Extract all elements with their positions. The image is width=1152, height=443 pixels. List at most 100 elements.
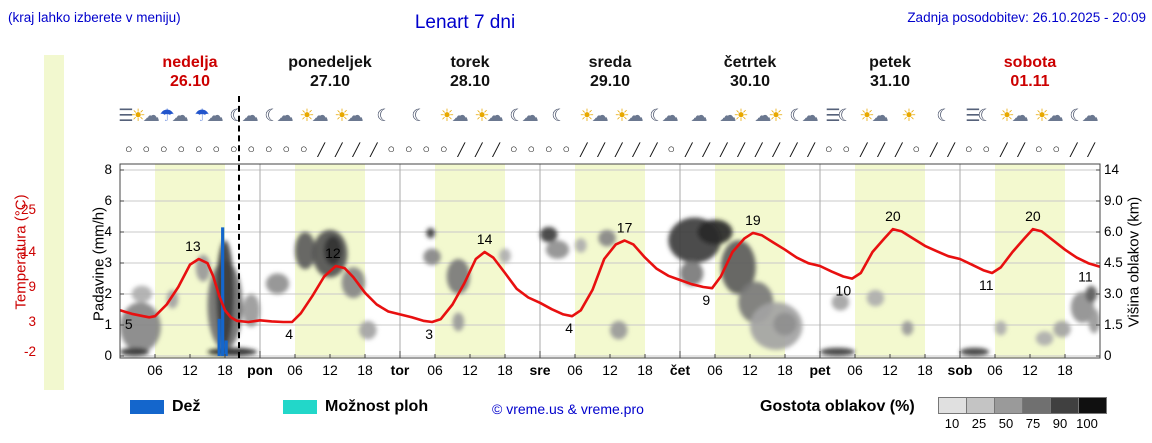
daylight-band	[435, 164, 505, 358]
wind-symbol: ╱	[754, 143, 763, 157]
weather-glyph: ☾	[509, 106, 524, 125]
wind-symbol: ╱	[1069, 143, 1078, 157]
wind-symbol: ○	[667, 142, 676, 156]
time-tick-label: 12	[742, 362, 758, 378]
copyright-link[interactable]: © vreme.us & vreme.pro	[492, 401, 644, 417]
wind-symbol: ╱	[632, 143, 641, 157]
density-swatch	[1079, 397, 1107, 414]
density-swatch	[1051, 397, 1079, 414]
time-tick-label: sre	[529, 362, 551, 378]
day-date: 31.10	[869, 73, 911, 90]
density-value: 90	[1052, 416, 1068, 431]
time-tick-label: 12	[182, 362, 198, 378]
weather-icon: ☰☾	[825, 106, 853, 126]
temperature-value-label: 11	[1078, 269, 1093, 285]
weather-icon: ☾☁	[789, 106, 819, 126]
density-swatch	[995, 397, 1023, 414]
cloud-layers	[120, 217, 1100, 356]
time-tick-label: 12	[602, 362, 618, 378]
wind-symbol: ╱	[1087, 143, 1096, 157]
day-header: petek 31.10	[820, 53, 960, 91]
day-header-row: nedelja 26.10 ponedeljek 27.10 torek 28.10 sre…	[120, 53, 1100, 91]
weather-glyph: ☀	[474, 106, 489, 125]
wind-symbol: ╱	[369, 143, 378, 157]
time-tick-label: 18	[357, 362, 373, 378]
wind-symbol: ○	[404, 142, 413, 156]
wind-symbol: ○	[1052, 142, 1061, 156]
time-tick-label: 06	[847, 362, 863, 378]
wind-symbol: ○	[194, 142, 203, 156]
wind-symbol: ○	[509, 142, 518, 156]
daylight-band	[575, 164, 645, 358]
temperature-value-label: 4	[565, 320, 573, 336]
axis-tick-label: 14	[20, 244, 36, 259]
weather-glyph: ☁	[171, 106, 189, 125]
axis-tick-label: 1.5	[1104, 317, 1123, 332]
wind-symbol: ╱	[352, 143, 361, 157]
temperature-value-label: 13	[185, 238, 201, 254]
weather-glyph: ☾	[936, 106, 951, 125]
wind-symbol: ○	[229, 142, 238, 156]
weather-glyph: ☾	[229, 106, 244, 125]
time-tick-label: sob	[947, 362, 973, 378]
temperature-value-label: 19	[745, 212, 761, 228]
temperature-value-label: 9	[702, 292, 710, 308]
weather-glyph: ☾	[376, 106, 391, 125]
time-tick-label: 18	[777, 362, 793, 378]
wind-symbol: ○	[299, 142, 308, 156]
density-swatch	[938, 397, 967, 414]
wind-symbol: ╱	[474, 143, 483, 157]
wind-symbol: ○	[982, 142, 991, 156]
cloud-density-label: Gostota oblakov (%)	[760, 398, 915, 415]
last-updated: Zadnja posodobitev: 26.10.2025 - 20:09	[907, 10, 1146, 25]
wind-symbol: ╱	[614, 143, 623, 157]
menu-hint: (kraj lahko izberete v meniju)	[8, 10, 181, 25]
axis-tick-label: 8	[104, 162, 112, 177]
day-header: sreda 29.10	[540, 53, 680, 91]
wind-symbol: ╱	[877, 143, 886, 157]
weather-glyph: ☾	[264, 106, 279, 125]
temperature-value-label: 20	[885, 208, 901, 224]
density-value: 100	[1076, 416, 1098, 431]
wind-symbol: ○	[527, 142, 536, 156]
weather-glyph: ☾	[551, 106, 566, 125]
weather-glyph: ☁	[801, 106, 819, 125]
weather-icon: ☾☁	[1069, 106, 1098, 126]
time-tick-label: čet	[669, 362, 691, 378]
weather-glyph: ☀	[999, 106, 1014, 125]
wind-symbol: ╱	[457, 143, 466, 157]
day-header: torek 28.10	[400, 53, 540, 91]
daylight-band	[995, 164, 1065, 358]
daylight-band	[155, 164, 225, 358]
weather-glyph: ☁	[690, 106, 708, 125]
wind-symbol: ╱	[719, 143, 728, 157]
weather-icon: ☾☁	[264, 106, 294, 126]
wind-symbol: ○	[212, 142, 221, 156]
weather-glyph: ☁	[276, 106, 294, 125]
wind-symbol: ╱	[772, 143, 781, 157]
axis-tick-label: 3	[28, 314, 36, 329]
weather-glyph: ☾	[411, 106, 426, 125]
weather-icon: ☀☁	[1034, 106, 1063, 126]
temperature-value-label: 3	[425, 326, 433, 342]
time-tick-label: 18	[217, 362, 233, 378]
axis-tick-label: 6.0	[1104, 224, 1123, 239]
cloud-density-scale	[938, 397, 1107, 414]
density-value: 10	[944, 416, 960, 431]
weather-glyph: ☁	[521, 106, 539, 125]
day-name: petek	[869, 54, 911, 71]
temperature-value-label: 12	[325, 245, 341, 261]
weather-icon: ☰☾	[965, 106, 993, 126]
wind-symbol: ○	[964, 142, 973, 156]
rain-bar	[217, 318, 221, 356]
weather-glyph: ☀	[733, 106, 748, 125]
wind-symbol: ○	[842, 142, 851, 156]
weather-glyph: ☀	[614, 106, 629, 125]
day-date: 29.10	[589, 73, 631, 90]
density-value: 75	[1025, 416, 1041, 431]
weather-glyph: ☰	[825, 106, 840, 125]
rain-legend-label: Dež	[172, 398, 201, 415]
weather-glyph: ☁	[719, 106, 736, 125]
wind-symbol: ╱	[579, 143, 588, 157]
weather-glyph: ☀	[901, 106, 916, 125]
